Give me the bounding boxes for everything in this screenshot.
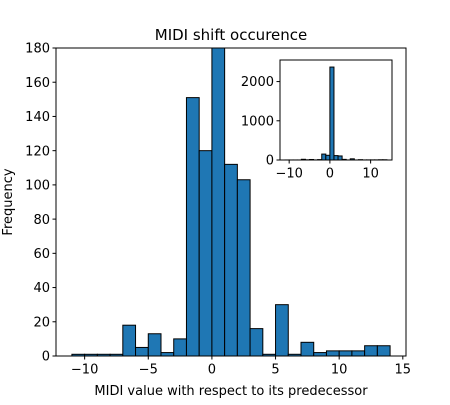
main-y-tick-label: 180: [25, 42, 50, 57]
y-axis-label: Frequency: [1, 168, 16, 235]
main-bar: [148, 334, 161, 356]
main-bar: [301, 342, 314, 356]
main-bar: [339, 351, 352, 356]
main-bar: [314, 353, 327, 356]
main-y-tick-label: 80: [33, 213, 50, 228]
main-bar: [352, 351, 365, 356]
main-y-tick-label: 60: [33, 247, 50, 262]
inset-bar: [326, 155, 330, 160]
inset-background: [280, 60, 392, 160]
inset-y-tick-label: 2000: [241, 75, 274, 90]
inset-x-tick-label: 0: [326, 167, 334, 182]
main-x-tick-label: 10: [331, 363, 348, 378]
main-x-tick-label: 0: [208, 363, 216, 378]
main-bar: [123, 325, 136, 356]
main-bar: [161, 353, 174, 356]
main-y-tick-label: 120: [25, 144, 50, 159]
chart-title: MIDI shift occurence: [155, 26, 308, 44]
main-bar: [199, 151, 212, 356]
main-bar: [136, 347, 149, 356]
main-y-tick-label: 0: [42, 350, 50, 365]
inset-y-tick-label: 0: [266, 154, 274, 169]
main-y-tick-label: 140: [25, 110, 50, 125]
main-x-tick-label: 5: [271, 363, 279, 378]
main-y-tick-label: 160: [25, 76, 50, 91]
inset-x-tick-label: 10: [362, 167, 379, 182]
main-x-tick-label: 15: [395, 363, 412, 378]
main-bar: [326, 351, 339, 356]
main-bar: [237, 180, 250, 356]
main-bar: [174, 339, 187, 356]
inset-bar: [338, 156, 342, 160]
x-axis-label: MIDI value with respect to its predecess…: [94, 384, 368, 399]
inset-bar: [330, 67, 334, 160]
main-bar: [365, 346, 378, 356]
main-bar: [250, 329, 263, 356]
main-y-tick-label: 20: [33, 315, 50, 330]
main-x-tick-label: −10: [71, 363, 98, 378]
inset-bar: [322, 154, 326, 160]
main-y-tick-label: 100: [25, 179, 50, 194]
main-bar: [276, 305, 289, 356]
main-bar: [377, 346, 390, 356]
main-bar: [225, 164, 238, 356]
inset-x-tick-label: −10: [275, 167, 302, 182]
inset-y-tick-label: 1000: [241, 114, 274, 129]
inset-bar: [334, 156, 338, 160]
main-bar: [186, 98, 199, 356]
main-y-tick-label: 40: [33, 281, 50, 296]
main-x-tick-label: −5: [139, 363, 158, 378]
main-bar: [212, 48, 225, 356]
